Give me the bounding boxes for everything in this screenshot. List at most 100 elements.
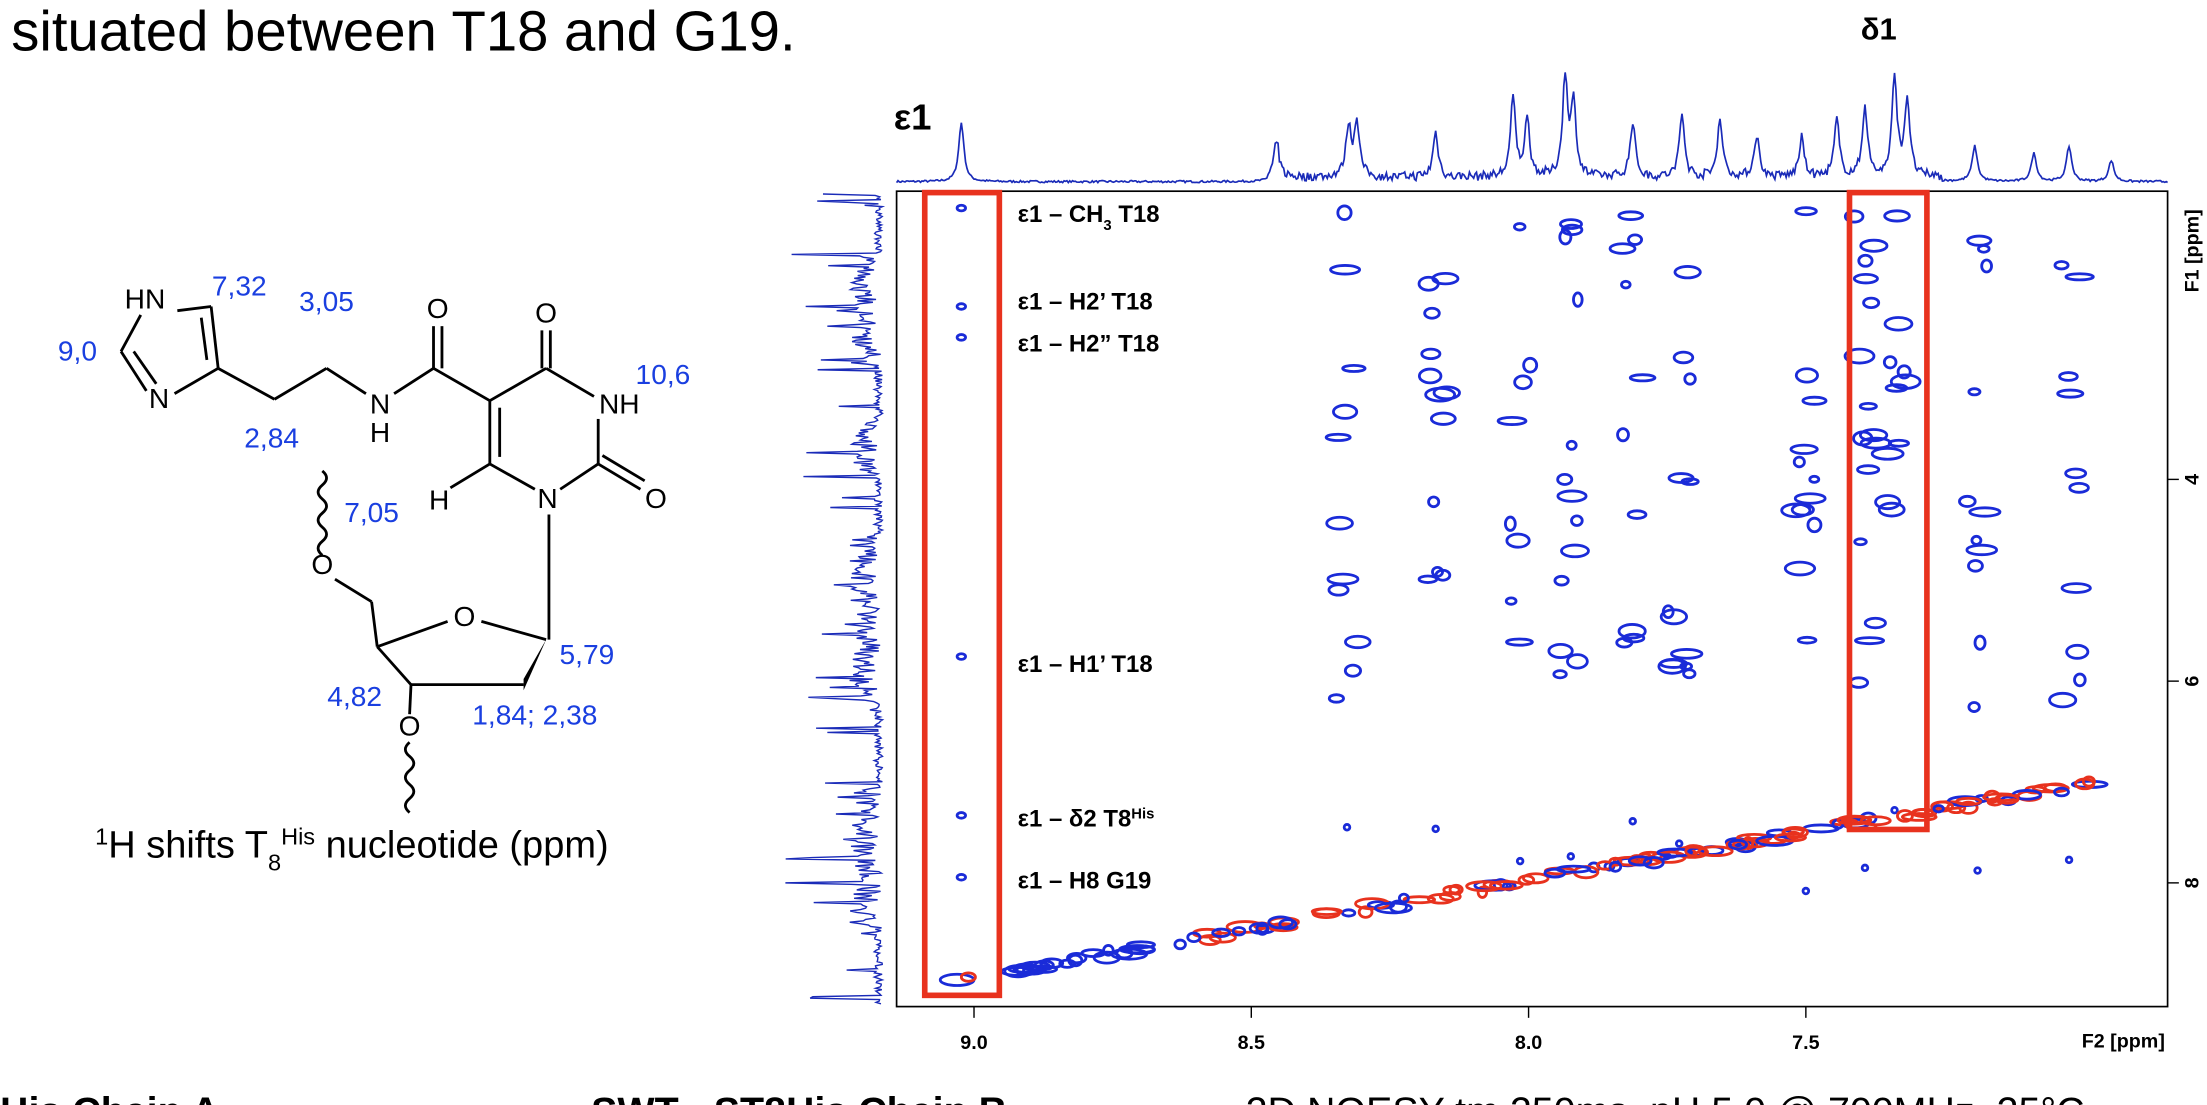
- cross-peak: [1373, 901, 1413, 915]
- cross-peak: [1863, 616, 1887, 630]
- footer-text: SWT - ST8His Chain B: [591, 1090, 1007, 1105]
- cross-peak: [955, 811, 967, 820]
- chemical-shift: 10,6: [636, 359, 691, 390]
- cross-peak: [1431, 824, 1440, 834]
- cross-peak: [1332, 403, 1359, 420]
- cross-peak: [1980, 258, 1993, 274]
- cross-peak: [2058, 371, 2079, 382]
- cross-peak: [1852, 272, 1879, 285]
- peak-annotation: ε1 – H8 G19: [1018, 868, 1152, 895]
- cross-peak: [1615, 636, 1634, 649]
- cross-peak: [1965, 543, 1999, 557]
- cross-peak: [1329, 264, 1362, 276]
- cross-peak: [1958, 800, 1979, 815]
- text-run: 8: [268, 850, 281, 876]
- cross-peak: [1859, 238, 1889, 253]
- atom-label: N: [537, 483, 557, 514]
- cross-peak: [1883, 316, 1914, 332]
- cross-peak: [1900, 812, 1938, 822]
- cross-peak: [1556, 489, 1588, 503]
- cross-peak: [1066, 952, 1088, 965]
- cross-peak: [1973, 634, 1987, 651]
- cross-peak: [1522, 356, 1539, 374]
- cross-peak: [1326, 572, 1360, 586]
- cross-peak: [1343, 663, 1363, 678]
- footer-text: His Chain A: [0, 1090, 220, 1105]
- cross-peak: [955, 652, 967, 661]
- cross-peak: [1429, 411, 1457, 426]
- cross-peak: [1342, 823, 1352, 832]
- cross-peak: [1092, 950, 1122, 965]
- x-tick-label: 8.0: [1515, 1032, 1542, 1054]
- atom-label: O: [645, 483, 667, 514]
- cross-peak: [955, 873, 967, 882]
- cross-peak: [1267, 915, 1294, 930]
- cross-peak: [1397, 892, 1410, 904]
- text-run: ε1 – H8 G19: [1018, 868, 1152, 895]
- y-tick-label: 8: [2182, 877, 2204, 888]
- peak-annotation: ε1 – δ2 T8His: [1018, 806, 1155, 833]
- cross-peak: [1697, 845, 1734, 858]
- cross-peak: [1683, 372, 1697, 386]
- cross-peak: [1417, 275, 1440, 292]
- cross-peak: [1504, 596, 1518, 606]
- text-run: ε1 – H2’ T18: [1018, 288, 1153, 315]
- cross-peak: [1659, 658, 1689, 669]
- atom-label: O: [399, 711, 421, 742]
- cross-peak: [1173, 938, 1187, 951]
- cross-peak: [2048, 691, 2078, 709]
- cross-peak: [1556, 472, 1574, 486]
- cross-peak: [1608, 856, 1623, 867]
- cross-peak: [1684, 844, 1708, 858]
- cross-peak: [1560, 543, 1590, 559]
- cross-peak: [1543, 867, 1567, 879]
- cross-peak: [1327, 693, 1345, 704]
- cross-peak: [1966, 234, 1993, 247]
- cross-peak: [1887, 438, 1910, 448]
- cross-peak: [2068, 481, 2090, 494]
- cross-peak: [1801, 886, 1811, 896]
- highlight-box: [1846, 189, 1930, 833]
- chemical-shift: 7,05: [344, 497, 399, 528]
- cross-peak: [1560, 223, 1584, 237]
- cross-peak: [1572, 291, 1584, 308]
- cross-peak: [1442, 884, 1461, 895]
- cross-peak: [1547, 642, 1574, 659]
- cross-peak: [1682, 668, 1697, 680]
- cross-peak: [1801, 395, 1828, 406]
- cross-peak: [1670, 648, 1704, 660]
- atom-label: H: [429, 484, 449, 515]
- cross-peak: [2073, 672, 2087, 688]
- cross-peak: [1806, 516, 1823, 534]
- y-tick-label: 6: [2182, 676, 2204, 687]
- cross-peak: [1628, 817, 1637, 826]
- cross-peak: [1513, 374, 1533, 391]
- text-run: H shifts T: [108, 825, 268, 867]
- cross-peak: [1857, 253, 1874, 268]
- cross-peak: [1973, 866, 1982, 875]
- cross-peak: [1341, 908, 1357, 918]
- cross-peak: [1859, 815, 1892, 827]
- cross-peak: [2056, 388, 2085, 399]
- cross-peak: [1628, 373, 1657, 383]
- cross-peak: [1570, 514, 1584, 527]
- peak-annotation: ε1 – CH3 T18: [1018, 201, 1160, 234]
- cross-peak: [1896, 364, 1912, 380]
- chemical-shift: 4,82: [327, 681, 382, 712]
- molecule-bonds: [119, 305, 646, 814]
- cross-peak: [1033, 959, 1055, 972]
- cross-peak: [2053, 786, 2070, 798]
- cross-peak: [1559, 218, 1583, 230]
- cross-peak: [2060, 582, 2092, 594]
- cross-peak: [1967, 559, 1984, 573]
- cross-peak: [1836, 814, 1873, 826]
- cross-peak: [1566, 852, 1576, 861]
- chemical-shift: 2,84: [244, 422, 299, 453]
- cross-peak: [1476, 885, 1489, 899]
- cross-peak: [1617, 623, 1647, 640]
- cross-peak: [1789, 443, 1819, 455]
- cross-peak: [1231, 926, 1247, 937]
- cross-peak: [1843, 209, 1865, 224]
- cross-peak: [1890, 805, 1899, 815]
